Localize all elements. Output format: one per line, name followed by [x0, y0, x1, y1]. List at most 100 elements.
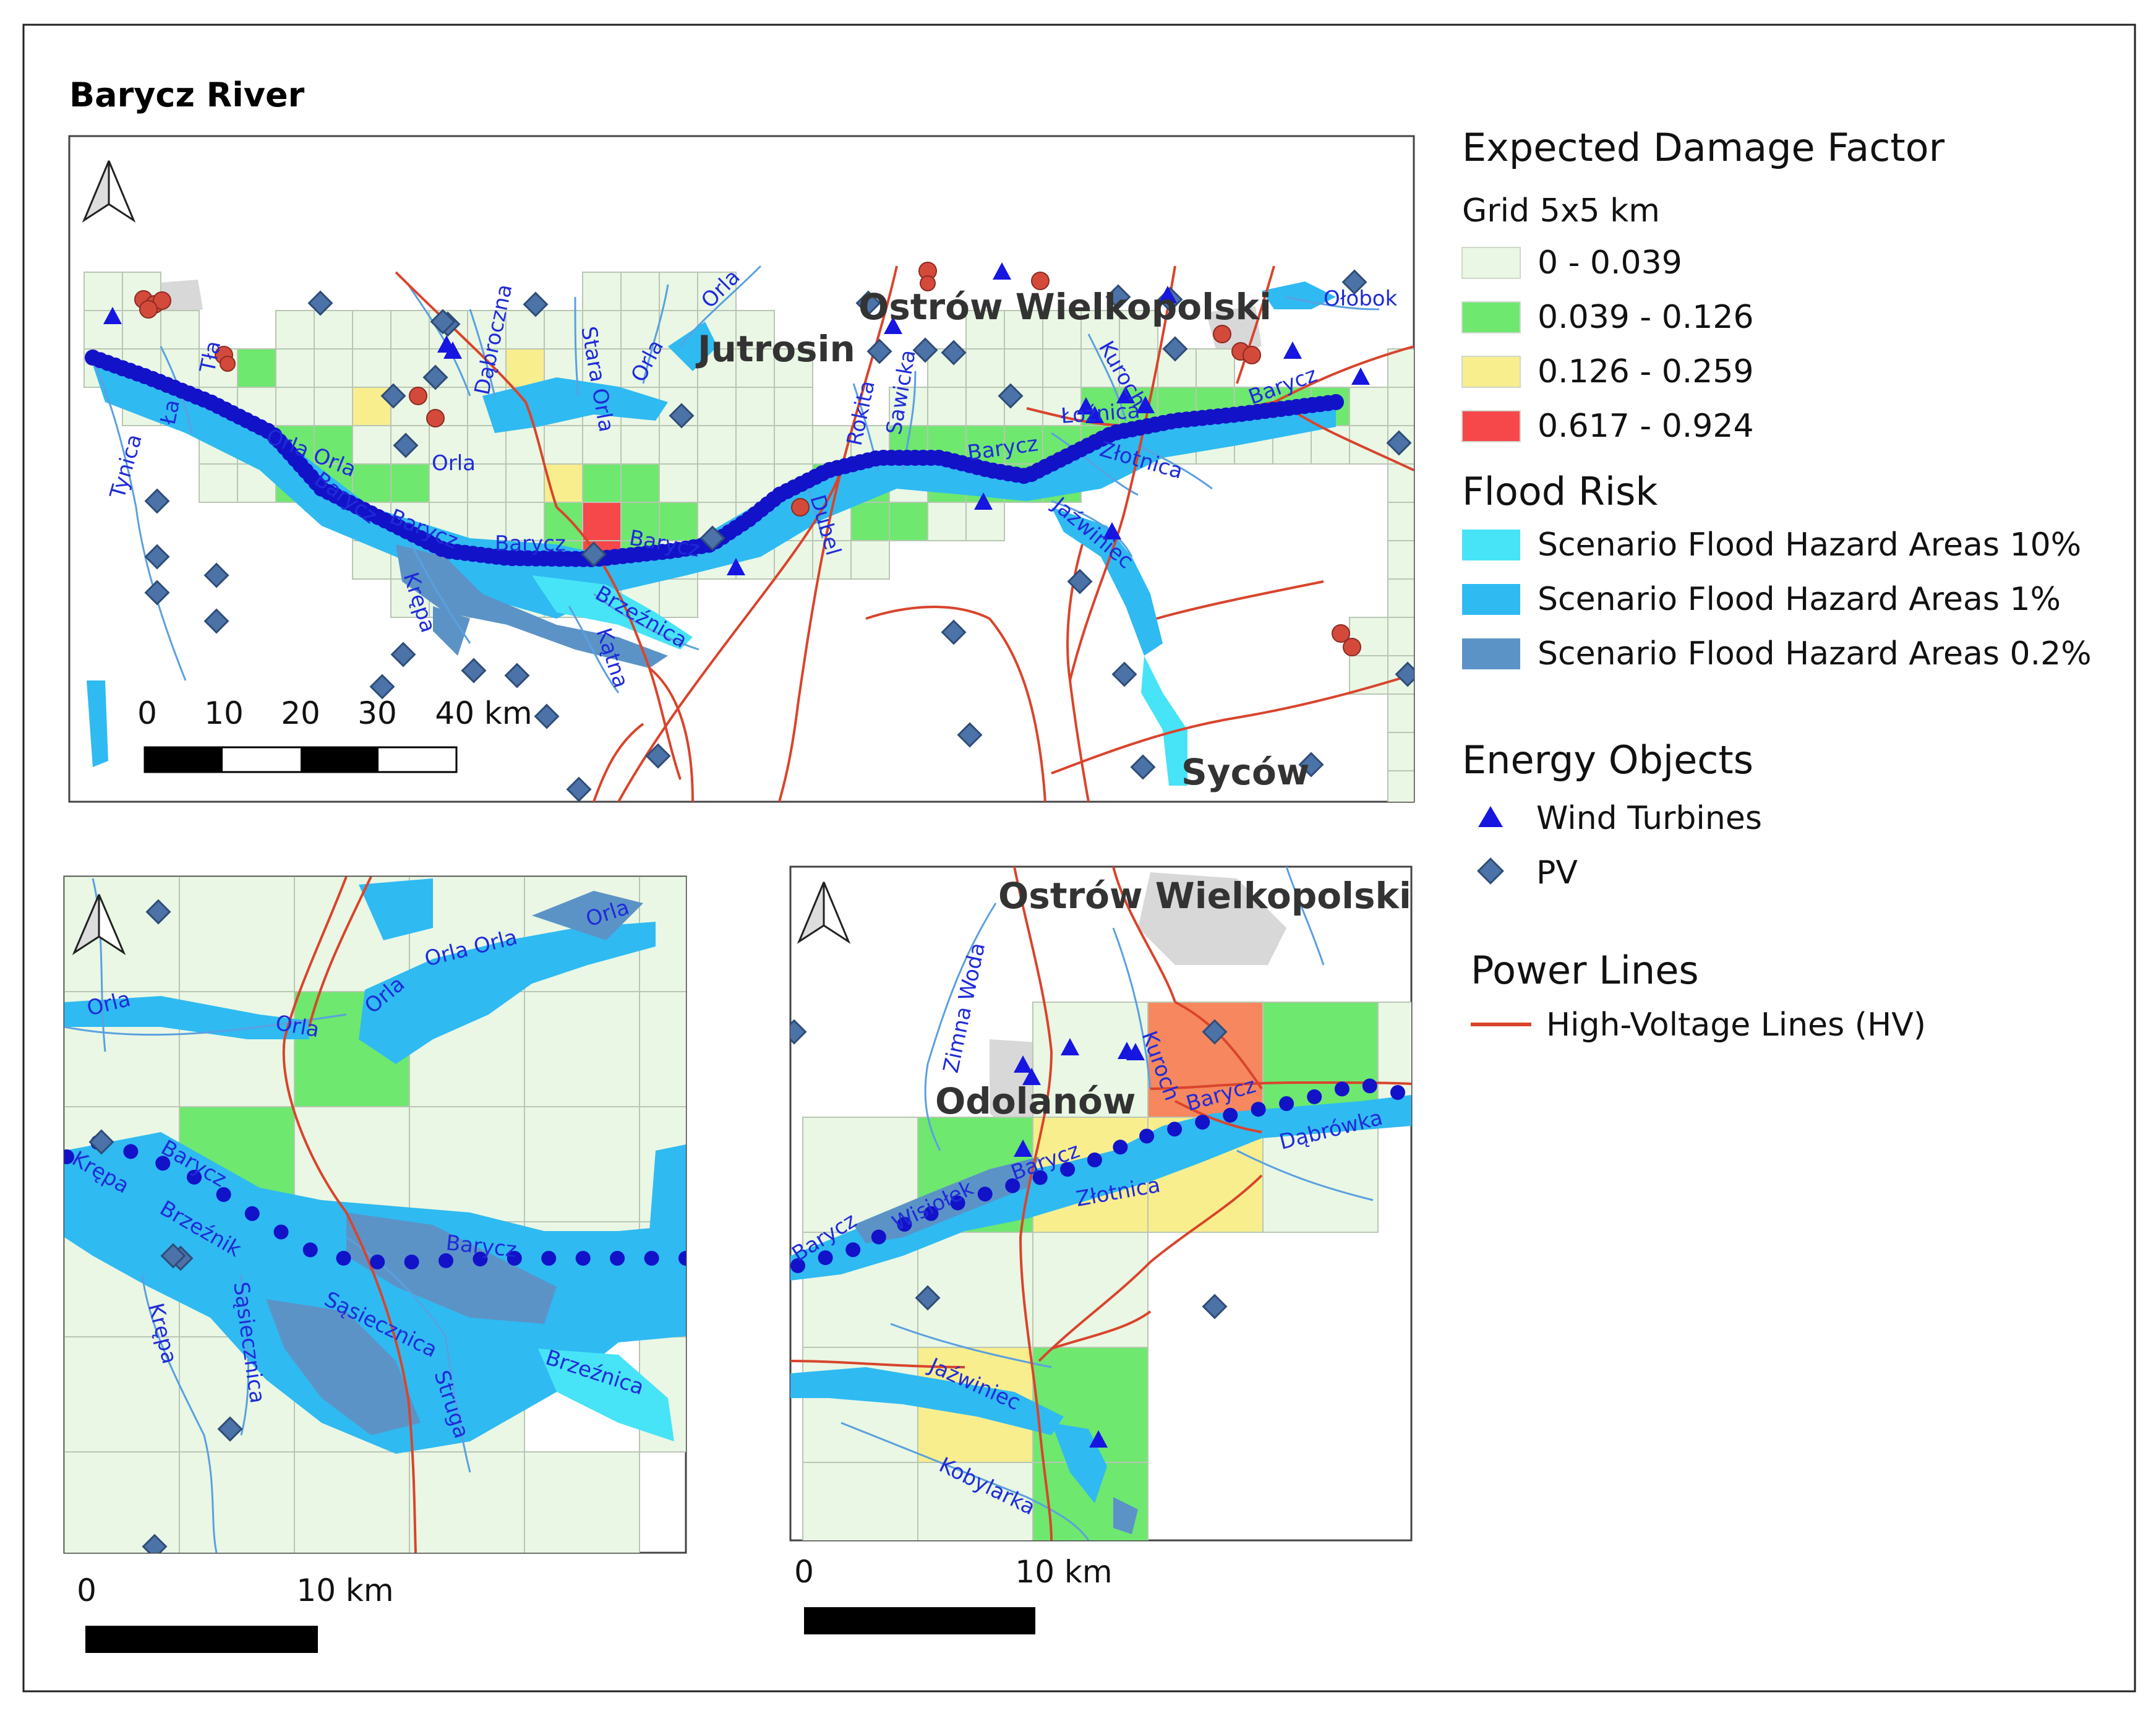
legend-swatch — [1461, 410, 1521, 442]
grid-cell — [199, 463, 238, 503]
grid-cell — [179, 877, 295, 992]
place-label: Ostrów Wielkopolski — [998, 875, 1411, 917]
grid-cell — [1387, 693, 1414, 733]
legend-flood-title: Flood Risk — [1462, 469, 1658, 514]
river-point — [1362, 1078, 1377, 1094]
pv-icon — [1067, 569, 1093, 594]
legend-item-label: Scenario Flood Hazard Areas 1% — [1538, 581, 2061, 618]
grid-cell — [889, 387, 928, 426]
pv-icon — [1130, 754, 1156, 780]
grid-cell — [352, 463, 391, 503]
pv-icon — [461, 658, 487, 684]
place-label: Ostrów Wielkopolski — [858, 286, 1272, 328]
grid-cell — [802, 1347, 918, 1463]
grid-cell — [352, 310, 391, 350]
wind-turbine-icon — [727, 558, 745, 575]
wind-turbine-icon — [1085, 406, 1104, 423]
grid-cell — [1119, 348, 1158, 388]
svg-text:10 km: 10 km — [296, 1573, 393, 1608]
pv-icon — [790, 1019, 807, 1045]
river-point — [1139, 1128, 1155, 1144]
pv-icon — [390, 642, 416, 667]
pv-icon — [144, 544, 170, 570]
north-arrow-icon — [82, 160, 136, 223]
pv-icon — [217, 1416, 243, 1442]
wind-turbine-icon — [884, 317, 902, 334]
svg-text:40 km: 40 km — [435, 695, 532, 731]
grid-cell — [294, 1451, 410, 1553]
pv-icon — [855, 290, 881, 316]
grid-cell — [275, 348, 315, 388]
river-point — [977, 1187, 993, 1202]
pv-icon — [203, 608, 229, 634]
pv-icon — [142, 1534, 168, 1553]
river-network — [841, 867, 1374, 1540]
legend-swatch — [1461, 356, 1521, 388]
river-point — [155, 1156, 171, 1171]
barycz-river-points — [85, 350, 1344, 567]
wind-turbine-icon — [1077, 397, 1095, 414]
wind-turbine-icon — [1014, 1139, 1032, 1157]
pv-icon — [144, 488, 170, 514]
grid-cell — [505, 463, 545, 503]
river-point — [871, 1229, 886, 1245]
pv-icon — [534, 703, 560, 729]
inset-left-scale-bar: 0 10 km — [77, 1573, 394, 1653]
river-point — [1279, 1096, 1294, 1111]
river-point — [1087, 1152, 1102, 1167]
river-point — [541, 1251, 557, 1266]
svg-text:0: 0 — [794, 1554, 814, 1590]
river-point — [818, 1250, 833, 1266]
river-point — [1113, 1139, 1128, 1155]
grid-cell — [774, 425, 813, 465]
legend-item-label: Wind Turbines — [1536, 800, 1762, 837]
pv-icons — [790, 1019, 1228, 1320]
wind-turbine-icon — [1283, 341, 1302, 359]
river-point — [1032, 1170, 1048, 1185]
grid-cell — [582, 502, 622, 541]
grid-cell — [275, 387, 315, 426]
grid-cell — [774, 387, 813, 426]
pv-icon — [581, 541, 607, 567]
legend-item-label: 0.126 - 0.259 — [1538, 353, 1754, 390]
main-map[interactable]: Jutrosin Ostrów Wielkopolski Syców Orla … — [68, 135, 1810, 809]
river-point — [790, 1258, 805, 1273]
legend-swatch — [1462, 638, 1520, 669]
river-point — [575, 1251, 591, 1266]
north-arrow-icon — [797, 882, 851, 944]
wind-turbine-icon — [974, 492, 993, 510]
svg-text:10 km: 10 km — [1015, 1554, 1112, 1590]
inset-map-left[interactable]: Orla Orla Orla Orla Orla Orla Krępa Bary… — [59, 875, 755, 1682]
grid-cell — [1004, 348, 1043, 388]
grid-cell — [1119, 310, 1158, 350]
grid-cell — [390, 463, 430, 503]
grid-cell — [1032, 1232, 1149, 1348]
grid-cell — [659, 502, 698, 541]
grid-cell — [524, 1106, 640, 1222]
pv-icon — [1162, 336, 1188, 362]
grid-cell — [237, 348, 276, 388]
grid-cell — [524, 991, 640, 1107]
grid-cell — [774, 540, 813, 580]
pv-icon — [1105, 284, 1131, 310]
wind-turbine-icon — [1014, 1055, 1032, 1073]
inset-map-right[interactable]: Ostrów Wielkopolski Odolanów Zimna Woda … — [783, 865, 1493, 1634]
grid-cell — [697, 387, 737, 426]
river-point — [1195, 1115, 1210, 1130]
grid-cell — [524, 1451, 640, 1553]
river-point — [678, 1251, 686, 1266]
pv-icon — [504, 663, 530, 689]
river-label: Ołobok — [1324, 286, 1398, 311]
inset-right-scale-bar: 0 10 km — [794, 1554, 1113, 1634]
pv-icon — [1111, 661, 1137, 687]
main-scale-bar: 0 10 20 30 40 km — [137, 695, 533, 773]
river-label: Barycz — [495, 531, 566, 556]
river-point — [507, 1251, 522, 1266]
grid-cell — [122, 310, 161, 350]
pv-icon — [430, 309, 456, 335]
triangle-icon — [1478, 806, 1503, 827]
river-point — [923, 1206, 939, 1221]
red-point-objects — [134, 262, 1361, 656]
grid-cell — [505, 502, 545, 541]
